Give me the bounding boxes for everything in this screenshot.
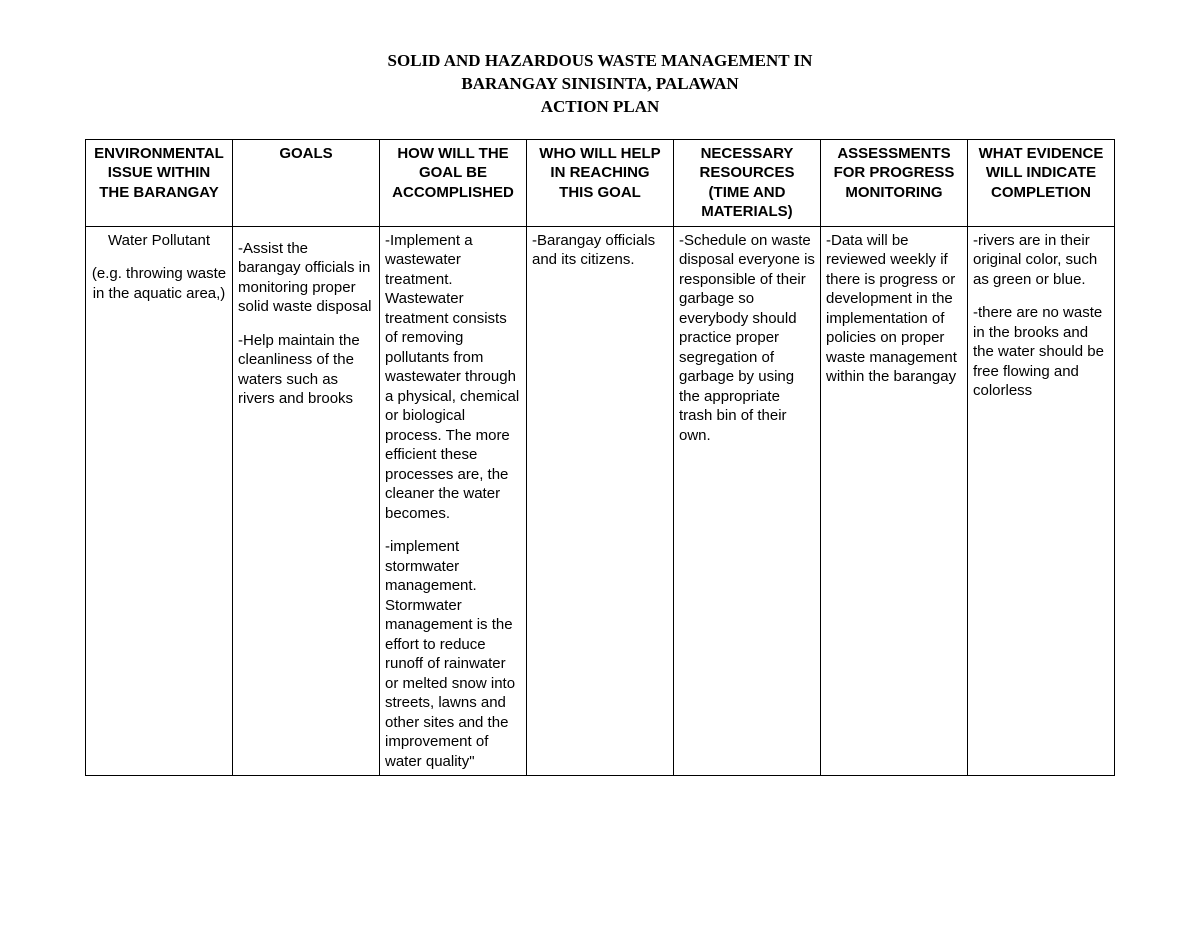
header-necessary-resources: NECESSARY RESOURCES (TIME AND MATERIALS) xyxy=(674,139,821,226)
cell-environmental-issue: Water Pollutant (e.g. throwing waste in … xyxy=(86,226,233,776)
cell-text: -Schedule on waste disposal everyone is … xyxy=(679,231,815,446)
cell-resources: -Schedule on waste disposal everyone is … xyxy=(674,226,821,776)
title-line-3: ACTION PLAN xyxy=(85,96,1115,119)
cell-text: -Data will be reviewed weekly if there i… xyxy=(826,231,962,387)
header-goals: GOALS xyxy=(233,139,380,226)
cell-text: -implement stormwater management. Stormw… xyxy=(385,537,521,771)
action-plan-table: ENVIRONMENTAL ISSUE WITHIN THE BARANGAY … xyxy=(85,139,1115,777)
header-environmental-issue: ENVIRONMENTAL ISSUE WITHIN THE BARANGAY xyxy=(86,139,233,226)
table-row: Water Pollutant (e.g. throwing waste in … xyxy=(86,226,1115,776)
cell-evidence: -rivers are in their original color, suc… xyxy=(968,226,1115,776)
cell-goals: -Assist the barangay officials in monito… xyxy=(233,226,380,776)
header-how-accomplished: HOW WILL THE GOAL BE ACCOMPLISHED xyxy=(380,139,527,226)
cell-text: -there are no waste in the brooks and th… xyxy=(973,303,1109,401)
header-assessments: ASSESSMENTS FOR PROGRESS MONITORING xyxy=(821,139,968,226)
cell-text: Water Pollutant xyxy=(91,231,227,251)
cell-who-help: -Barangay officials and its citizens. xyxy=(527,226,674,776)
title-line-2: BARANGAY SINISINTA, PALAWAN xyxy=(85,73,1115,96)
cell-text: -rivers are in their original color, suc… xyxy=(973,231,1109,290)
cell-how-accomplished: -Implement a wastewater treatment. Waste… xyxy=(380,226,527,776)
header-evidence-completion: WHAT EVIDENCE WILL INDICATE COMPLETION xyxy=(968,139,1115,226)
cell-assessments: -Data will be reviewed weekly if there i… xyxy=(821,226,968,776)
cell-text: -Help maintain the cleanliness of the wa… xyxy=(238,331,374,409)
cell-text: -Implement a wastewater treatment. Waste… xyxy=(385,231,521,524)
document-title: SOLID AND HAZARDOUS WASTE MANAGEMENT IN … xyxy=(85,50,1115,119)
cell-text: -Assist the barangay officials in monito… xyxy=(238,239,374,317)
table-header-row: ENVIRONMENTAL ISSUE WITHIN THE BARANGAY … xyxy=(86,139,1115,226)
header-who-help: WHO WILL HELP IN REACHING THIS GOAL xyxy=(527,139,674,226)
cell-text: (e.g. throwing waste in the aquatic area… xyxy=(91,264,227,303)
title-line-1: SOLID AND HAZARDOUS WASTE MANAGEMENT IN xyxy=(85,50,1115,73)
cell-text: -Barangay officials and its citizens. xyxy=(532,231,668,270)
